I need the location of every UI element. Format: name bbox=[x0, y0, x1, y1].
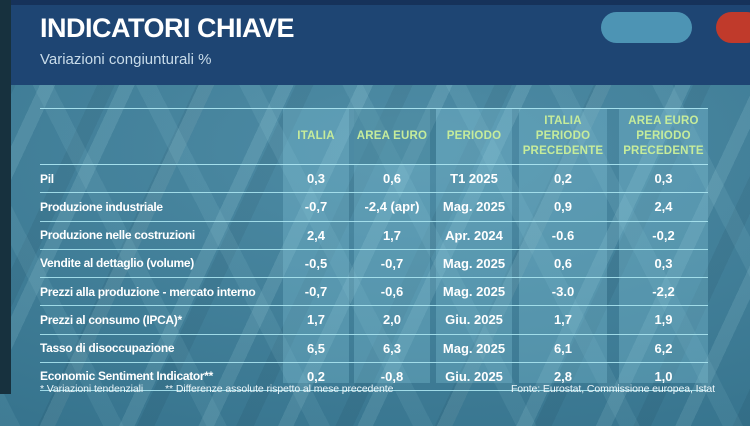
cell-area-euro-prec: -2,2 bbox=[652, 284, 675, 300]
cell-italia-prec: 1,7 bbox=[553, 312, 573, 328]
table-row-produzione-costruzioni: Produzione nelle costruzioni 2,4 1,7 Apr… bbox=[40, 222, 708, 250]
cell-area-euro: 1,7 bbox=[382, 227, 402, 243]
cell-area-euro: 6,3 bbox=[382, 340, 402, 356]
col-header-area-euro: AREA EURO bbox=[354, 109, 436, 164]
cell-area-euro-prec: 1,0 bbox=[654, 368, 673, 384]
cell-area-euro: 0,6 bbox=[382, 171, 402, 187]
table-row-prezzi-consumo: Prezzi al consumo (IPCA)* 1,7 2,0 Giu. 2… bbox=[40, 306, 708, 335]
cell-area-euro-prec: 1,9 bbox=[654, 312, 673, 328]
cell-periodo: Mag. 2025 bbox=[442, 340, 506, 356]
cell-periodo: T1 2025 bbox=[450, 171, 498, 187]
cell-periodo: Apr. 2024 bbox=[445, 227, 503, 243]
footnote-differenze: ** Differenze assolute rispetto al mese … bbox=[165, 383, 394, 395]
row-label: Produzione industriale bbox=[40, 199, 163, 214]
cell-periodo: Giu. 2025 bbox=[445, 312, 503, 328]
left-edge-strip bbox=[0, 0, 11, 394]
table-row-pil: Pil 0,3 0,6 T1 2025 0,2 0,3 bbox=[40, 165, 708, 194]
cell-area-euro: -2,4 (apr) bbox=[364, 199, 420, 215]
cell-italia: -0,7 bbox=[304, 284, 328, 300]
cell-italia-prec: -0.6 bbox=[551, 227, 575, 243]
row-label: Economic Sentiment Indicator** bbox=[40, 369, 214, 384]
cell-italia-prec: 6,1 bbox=[553, 340, 573, 356]
row-label: Vendite al dettaglio (volume) bbox=[40, 256, 194, 271]
table-row-vendite-dettaglio: Vendite al dettaglio (volume) -0,5 -0,7 … bbox=[40, 250, 708, 278]
row-label: Prezzi alla produzione - mercato interno bbox=[40, 284, 256, 299]
cell-italia: 2,4 bbox=[306, 227, 326, 243]
col-header-area-euro-periodo-precedente: AREA EURO PERIODO PRECEDENTE bbox=[623, 115, 704, 157]
cell-italia: 0,3 bbox=[306, 171, 326, 187]
cell-italia-prec: 2,8 bbox=[553, 368, 573, 384]
cell-area-euro: -0,7 bbox=[380, 255, 404, 271]
row-label: Tasso di disoccupazione bbox=[40, 341, 175, 356]
indicators-table: ITALIA AREA EURO PERIODO ITALIA PERIODO … bbox=[40, 108, 708, 391]
footnotes: * Variazioni tendenziali ** Differenze a… bbox=[40, 383, 715, 395]
cell-italia-prec: 0,2 bbox=[553, 171, 573, 187]
row-label: Produzione nelle costruzioni bbox=[40, 228, 195, 243]
col-header-italia: ITALIA bbox=[297, 130, 335, 143]
cell-area-euro-prec: 0,3 bbox=[654, 171, 673, 187]
cell-italia: -0,7 bbox=[304, 199, 328, 215]
cell-italia-prec: -3.0 bbox=[551, 284, 575, 300]
table-row-tasso-disoccupazione: Tasso di disoccupazione 6,5 6,3 Mag. 202… bbox=[40, 335, 708, 363]
cell-italia-prec: 0,9 bbox=[553, 199, 573, 215]
cell-area-euro-prec: 6,2 bbox=[654, 340, 673, 356]
cell-periodo: Mag. 2025 bbox=[442, 255, 506, 271]
col-header-periodo: PERIODO bbox=[446, 130, 502, 143]
cell-italia: 6,5 bbox=[306, 340, 326, 356]
page-title: INDICATORI CHIAVE bbox=[40, 13, 295, 43]
table-header-row: ITALIA AREA EURO PERIODO ITALIA PERIODO … bbox=[40, 109, 708, 165]
cell-area-euro-prec: -0,2 bbox=[652, 227, 675, 243]
table-row-prezzi-produzione: Prezzi alla produzione - mercato interno… bbox=[40, 278, 708, 307]
footnote-tendenziali: * Variazioni tendenziali bbox=[40, 383, 144, 395]
table-row-produzione-industriale: Produzione industriale -0,7 -2,4 (apr) M… bbox=[40, 193, 708, 222]
cell-area-euro: 2,0 bbox=[382, 312, 402, 328]
cell-periodo: Mag. 2025 bbox=[442, 199, 506, 215]
cell-periodo: Giu. 2025 bbox=[445, 368, 503, 384]
title-band: INDICATORI CHIAVE Variazioni congiuntura… bbox=[0, 0, 750, 85]
cell-area-euro-prec: 2,4 bbox=[654, 199, 673, 215]
table-row-economic-sentiment: Economic Sentiment Indicator** 0,2 -0,8 … bbox=[40, 363, 708, 391]
cell-area-euro: -0,6 bbox=[380, 284, 404, 300]
page-subtitle: Variazioni congiunturali % bbox=[40, 51, 212, 68]
cell-italia: 0,2 bbox=[306, 368, 326, 384]
red-pill-graphic bbox=[716, 12, 750, 43]
cell-italia: -0,5 bbox=[304, 255, 328, 271]
source-credit: Fonte: Eurostat, Commissione europea, Is… bbox=[510, 383, 715, 395]
cell-italia: 1,7 bbox=[306, 312, 326, 328]
cell-area-euro-prec: 0,3 bbox=[654, 255, 673, 271]
cell-periodo: Mag. 2025 bbox=[442, 284, 506, 300]
cell-area-euro: -0,8 bbox=[380, 368, 404, 384]
col-header-italia-periodo-precedente: ITALIA PERIODO PRECEDENTE bbox=[522, 115, 604, 157]
top-edge-strip bbox=[0, 0, 750, 5]
col-header-empty bbox=[40, 109, 283, 164]
row-label: Prezzi al consumo (IPCA)* bbox=[40, 312, 182, 327]
row-label: Pil bbox=[40, 171, 54, 186]
cell-italia-prec: 0,6 bbox=[553, 255, 573, 271]
blue-pill-graphic bbox=[601, 12, 692, 43]
